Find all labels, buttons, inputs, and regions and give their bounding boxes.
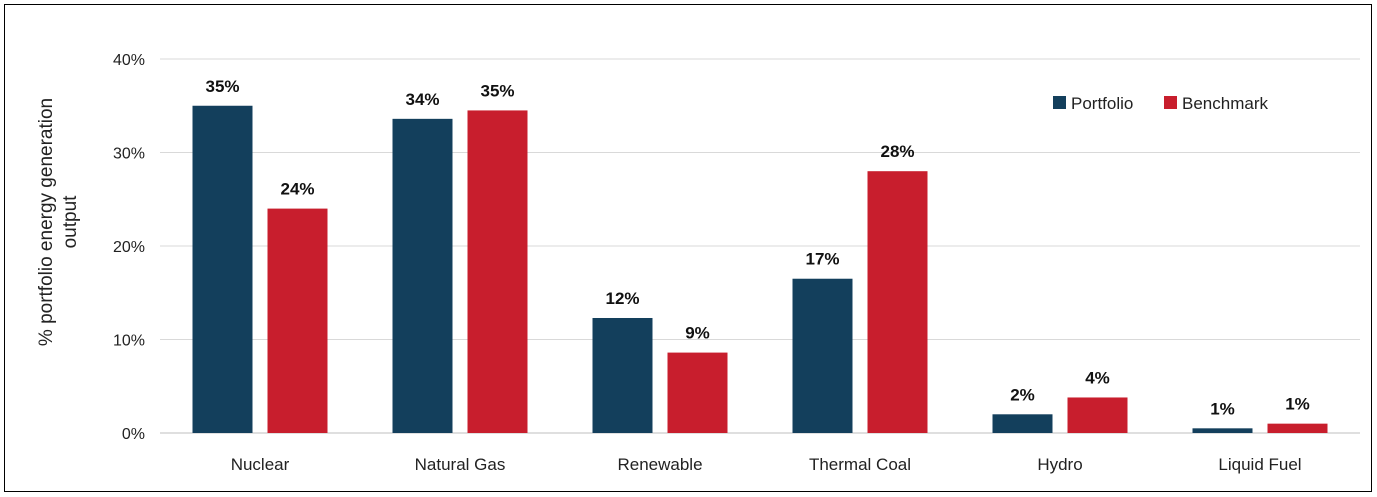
chart-frame: 0% 10% 20% 30% 40% 35% 24% 34% 35% 12% 9% 17% 28% 2%…: [4, 4, 1372, 492]
y-tick-label: 40%: [113, 52, 145, 69]
data-label-portfolio: 2%: [1010, 385, 1035, 404]
bar-portfolio: [592, 317, 653, 433]
y-tick-label: 0%: [122, 426, 145, 443]
bar-portfolio: [792, 278, 853, 433]
data-label-benchmark: 24%: [280, 180, 314, 199]
bar-portfolio: [192, 105, 253, 433]
y-tick-label: 10%: [113, 333, 145, 350]
legend-label-benchmark: Benchmark: [1182, 94, 1268, 113]
legend-label-portfolio: Portfolio: [1071, 94, 1133, 113]
bar-benchmark: [267, 208, 328, 433]
bar-benchmark: [867, 171, 928, 433]
bar-benchmark: [467, 110, 528, 434]
data-label-benchmark: 4%: [1085, 368, 1110, 387]
x-category-label: Thermal Coal: [809, 455, 911, 474]
data-label-portfolio: 17%: [805, 250, 839, 269]
y-tick-label: 30%: [113, 146, 145, 163]
data-label-benchmark: 1%: [1285, 395, 1310, 414]
data-labels: 35% 24% 34% 35% 12% 9% 17% 28% 2% 4% 1% 1%: [205, 77, 1309, 419]
data-label-portfolio: 12%: [605, 289, 639, 308]
bar-chart: 0% 10% 20% 30% 40% 35% 24% 34% 35% 12% 9% 17% 28% 2%…: [36, 52, 1360, 474]
gridlines: [160, 58, 1360, 434]
legend: Portfolio Benchmark: [1053, 94, 1268, 113]
legend-swatch-portfolio: [1053, 96, 1066, 109]
bar-portfolio: [1192, 428, 1253, 433]
bar-benchmark: [1067, 397, 1128, 433]
bar-benchmark: [1267, 423, 1328, 433]
y-axis-label-line-2: output: [60, 195, 81, 249]
x-category-label: Liquid Fuel: [1218, 455, 1301, 474]
bar-portfolio: [992, 414, 1053, 433]
x-category-label: Natural Gas: [415, 455, 506, 474]
x-category-label: Hydro: [1037, 455, 1082, 474]
y-axis-ticks: 0% 10% 20% 30% 40%: [113, 52, 145, 443]
data-label-portfolio: 1%: [1210, 399, 1235, 418]
x-category-label: Nuclear: [231, 455, 290, 474]
x-category-label: Renewable: [617, 455, 702, 474]
data-label-portfolio: 35%: [205, 77, 239, 96]
y-tick-label: 20%: [113, 239, 145, 256]
data-label-benchmark: 28%: [880, 142, 914, 161]
x-axis-categories: Nuclear Natural Gas Renewable Thermal Coal H…: [231, 455, 1302, 474]
bars: [192, 105, 1328, 434]
y-axis-label-line-1: % portfolio energy generation: [36, 98, 57, 346]
bar-benchmark: [667, 352, 728, 433]
data-label-portfolio: 34%: [405, 90, 439, 109]
data-label-benchmark: 9%: [685, 324, 710, 343]
bar-portfolio: [392, 118, 453, 433]
data-label-benchmark: 35%: [480, 81, 514, 100]
legend-swatch-benchmark: [1164, 96, 1177, 109]
